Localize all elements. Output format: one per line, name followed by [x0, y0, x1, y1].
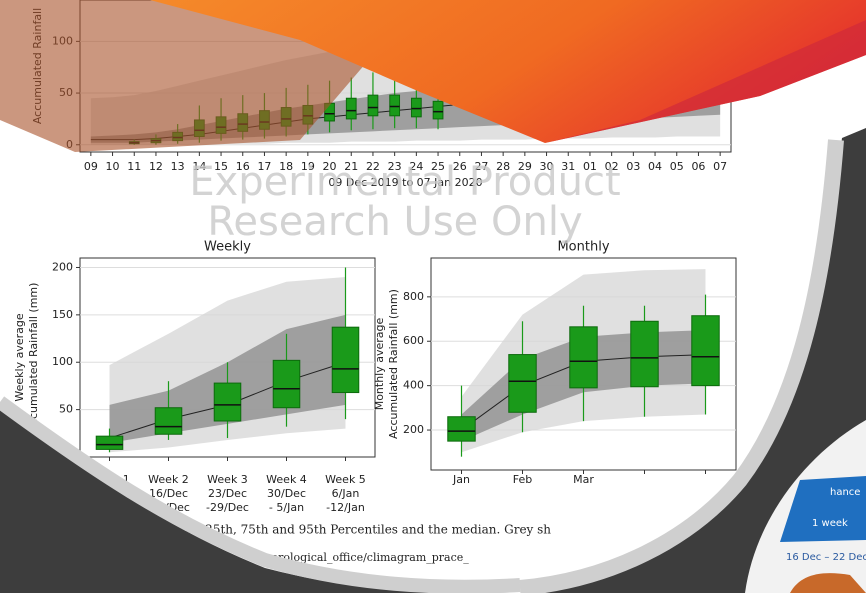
- x-tick-label: Feb: [513, 473, 532, 486]
- box: [345, 97, 357, 120]
- x-tick-label: 19: [301, 160, 315, 173]
- x-tick-label: 15: [214, 160, 228, 173]
- box: [331, 326, 360, 394]
- x-tick-label: 17: [257, 160, 271, 173]
- x-tick-label: - 5/Jan: [269, 501, 304, 514]
- box: [213, 382, 242, 422]
- box: [691, 315, 720, 387]
- x-tick-label: -29/Dec: [206, 501, 249, 514]
- box: [95, 435, 124, 450]
- x-tick-label: 02: [605, 160, 619, 173]
- x-tick-label: 30: [540, 160, 554, 173]
- x-tick-label: 30/Dec: [267, 487, 306, 500]
- watermark: Research Use Only: [207, 199, 582, 245]
- y-tick-label: 200: [403, 423, 424, 436]
- x-tick-label: 31: [561, 160, 575, 173]
- thumbnail-map: [790, 573, 866, 593]
- x-tick-label: 23: [388, 160, 402, 173]
- box: [432, 100, 444, 120]
- x-tick-label: Week 3: [207, 473, 248, 486]
- x-tick-label: 24: [409, 160, 423, 173]
- x-tick-label: 25: [431, 160, 445, 173]
- box: [367, 94, 379, 117]
- box: [154, 407, 183, 435]
- box: [569, 326, 598, 389]
- y-axis-label: Accumulated Rainfall (mm): [387, 289, 400, 439]
- x-tick-label: Week 5: [325, 473, 366, 486]
- chart-title: Weekly: [204, 240, 251, 255]
- y-tick-label: 150: [52, 308, 73, 321]
- x-tick-label: 20: [323, 160, 337, 173]
- x-tick-label: 14: [192, 160, 206, 173]
- y-axis-label: Accumulated Rainfall (mm): [27, 283, 40, 433]
- y-tick-label: 50: [59, 403, 73, 416]
- x-tick-label: Week 2: [148, 473, 189, 486]
- x-tick-label: 10: [106, 160, 120, 173]
- thumbnail-text: 16 Dec – 22 Dec: [786, 552, 866, 563]
- box: [447, 416, 476, 442]
- x-tick-label: 26: [453, 160, 467, 173]
- x-tick-label: 16/Dec: [149, 487, 188, 500]
- x-tick-label: 22: [366, 160, 380, 173]
- x-tick-label: 28: [496, 160, 510, 173]
- chart-title: Monthly: [557, 240, 609, 255]
- x-tick-label: 23/Dec: [208, 487, 247, 500]
- x-tick-label: Week 4: [266, 473, 307, 486]
- x-tick-label: 01: [583, 160, 597, 173]
- footer-text: eorological_office/climagram_prace_: [265, 551, 469, 564]
- x-tick-label: 6/Jan: [332, 487, 360, 500]
- decoration: [0, 410, 470, 593]
- decoration: [0, 396, 521, 593]
- x-tick-label: 27: [474, 160, 488, 173]
- x-tick-label: 04: [648, 160, 662, 173]
- box: [508, 354, 537, 413]
- box: [630, 320, 659, 388]
- footer-text: th, 25th, 75th and 95th Percentiles and …: [185, 523, 551, 537]
- thumbnail-strip: [780, 476, 866, 542]
- x-tick-label: -12/Jan: [326, 501, 365, 514]
- decoration: [520, 128, 866, 593]
- x-tick-label: 06: [691, 160, 705, 173]
- box: [410, 97, 422, 118]
- y-tick-label: 800: [403, 290, 424, 303]
- thumbnail-text: 1 week: [812, 518, 848, 529]
- y-axis-label: Weekly average: [13, 313, 26, 401]
- x-tick-label: 07: [713, 160, 727, 173]
- y-tick-label: 600: [403, 334, 424, 347]
- x-tick-label: 18: [279, 160, 293, 173]
- x-tick-label: Jan: [452, 473, 470, 486]
- y-tick-label: 100: [52, 355, 73, 368]
- box: [389, 94, 401, 117]
- x-tick-label: 09: [84, 160, 98, 173]
- x-tick-label: 16: [236, 160, 250, 173]
- x-tick-label: 05: [670, 160, 684, 173]
- decoration: [519, 139, 844, 593]
- x-axis-label: 09 Dec 2019 to 07 Jan 2020: [328, 176, 482, 189]
- x-tick-label: 29: [518, 160, 532, 173]
- y-tick-label: 200: [52, 260, 73, 273]
- x-tick-label: 13: [171, 160, 185, 173]
- y-axis-label: Monthly average: [373, 317, 386, 410]
- x-tick-label: Mar: [573, 473, 594, 486]
- x-tick-label: 03: [626, 160, 640, 173]
- y-tick-label: 400: [403, 379, 424, 392]
- watermark: Experimental Product: [189, 159, 620, 205]
- thumbnail-text: hance: [830, 487, 860, 498]
- x-tick-label: 12: [149, 160, 163, 173]
- x-tick-label: 21: [344, 160, 358, 173]
- box: [272, 359, 301, 409]
- x-tick-label: 11: [127, 160, 141, 173]
